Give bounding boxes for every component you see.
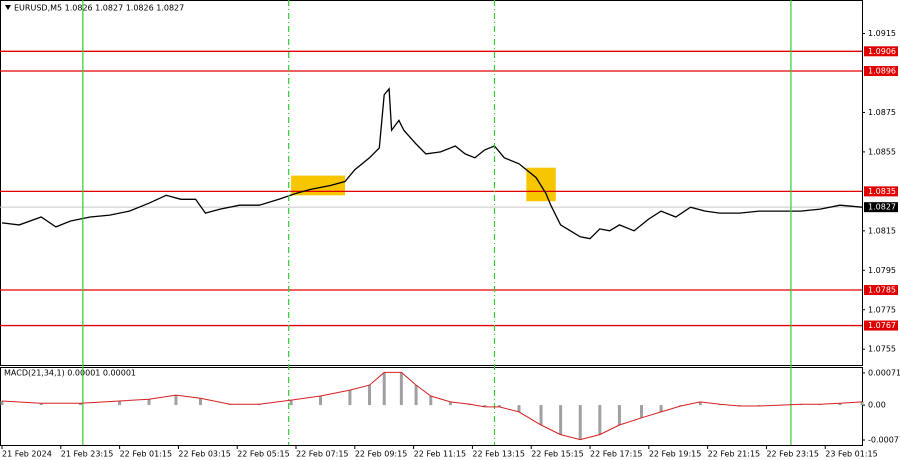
macd-bar — [399, 372, 403, 406]
level-label: 1.0896 — [868, 67, 896, 76]
x-tick-label: 22 Feb 13:15 — [472, 450, 524, 459]
level-label: 1.0767 — [868, 321, 896, 330]
y-tick-label: 0.00 — [868, 401, 886, 410]
x-tick-label: 21 Feb 2024 — [2, 450, 52, 459]
main-frame — [0, 0, 863, 366]
x-tick-label: 22 Feb 03:15 — [178, 450, 230, 459]
y-tick-label: 1.0915 — [868, 29, 896, 38]
macd-bar — [368, 385, 372, 406]
macd-bar — [838, 403, 842, 406]
macd-bar — [617, 405, 621, 426]
level-label: 1.0785 — [868, 286, 896, 295]
macd-bar — [659, 405, 663, 412]
macd-bar — [382, 372, 386, 406]
macd-bar — [698, 401, 702, 406]
x-tick-label: 22 Feb 19:15 — [649, 450, 701, 459]
level-tag — [864, 46, 898, 57]
macd-bar — [414, 385, 418, 406]
level-tag — [864, 285, 898, 296]
macd-bar — [517, 405, 521, 412]
price-label: 1.0827 — [868, 203, 896, 212]
y-tick-label: 1.0855 — [868, 147, 896, 156]
macd-bar — [448, 401, 452, 406]
x-tick-label: 22 Feb 21:15 — [708, 450, 760, 459]
symbol-icon — [5, 5, 11, 10]
x-tick-label: 22 Feb 15:15 — [531, 450, 583, 459]
x-tick-label: 21 Feb 23:15 — [61, 450, 113, 459]
x-tick-label: 22 Feb 17:15 — [590, 450, 642, 459]
x-tick-label: 22 Feb 01:15 — [120, 450, 172, 459]
chart-title: EURUSD,M5 1.0826 1.0827 1.0826 1.0827 — [14, 4, 184, 13]
level-tag — [864, 66, 898, 77]
macd-frame — [0, 367, 863, 446]
macd-bar — [198, 398, 202, 406]
macd-bar — [598, 405, 602, 435]
y-tick-label: 0.00071 — [868, 368, 900, 377]
price-line — [1, 87, 863, 240]
macd-bar — [118, 401, 122, 406]
x-tick-label: 22 Feb 07:15 — [296, 450, 348, 459]
macd-bar — [39, 403, 43, 406]
macd-bar — [559, 405, 563, 435]
macd-bar — [860, 401, 864, 406]
macd-bar — [0, 401, 4, 406]
y-tick-label: -0.00077 — [868, 436, 900, 445]
y-tick-label: 1.0795 — [868, 266, 896, 275]
y-tick-label: 1.0815 — [868, 226, 896, 235]
macd-bar — [539, 405, 543, 426]
y-tick-label: 1.0875 — [868, 108, 896, 117]
x-tick-label: 22 Feb 05:15 — [237, 450, 289, 459]
macd-bar — [348, 390, 352, 406]
level-label: 1.0906 — [868, 47, 896, 56]
x-tick-label: 22 Feb 23:15 — [766, 450, 818, 459]
macd-bar — [147, 399, 151, 406]
price-tag — [864, 202, 898, 213]
y-tick-label: 1.0755 — [868, 345, 896, 354]
macd-bar — [639, 405, 643, 418]
macd-bar — [497, 405, 501, 407]
signal-line — [1, 371, 863, 441]
level-label: 1.0835 — [868, 187, 896, 196]
macd-bar — [483, 405, 487, 407]
level-tag — [864, 320, 898, 331]
macd-bar — [289, 400, 293, 406]
x-tick-label: 23 Feb 01:15 — [825, 450, 877, 459]
macd-title: MACD(21,34,1) 0.00001 0.00001 — [4, 369, 136, 378]
level-tag — [864, 186, 898, 197]
y-tick-label: 1.0775 — [868, 305, 896, 314]
x-tick-label: 22 Feb 11:15 — [414, 450, 466, 459]
macd-bar — [429, 396, 433, 406]
macd-bar — [578, 405, 582, 440]
macd-bar — [78, 403, 82, 406]
x-tick-label: 22 Feb 09:15 — [355, 450, 407, 459]
macd-bar — [174, 395, 178, 406]
macd-bar — [319, 396, 323, 406]
